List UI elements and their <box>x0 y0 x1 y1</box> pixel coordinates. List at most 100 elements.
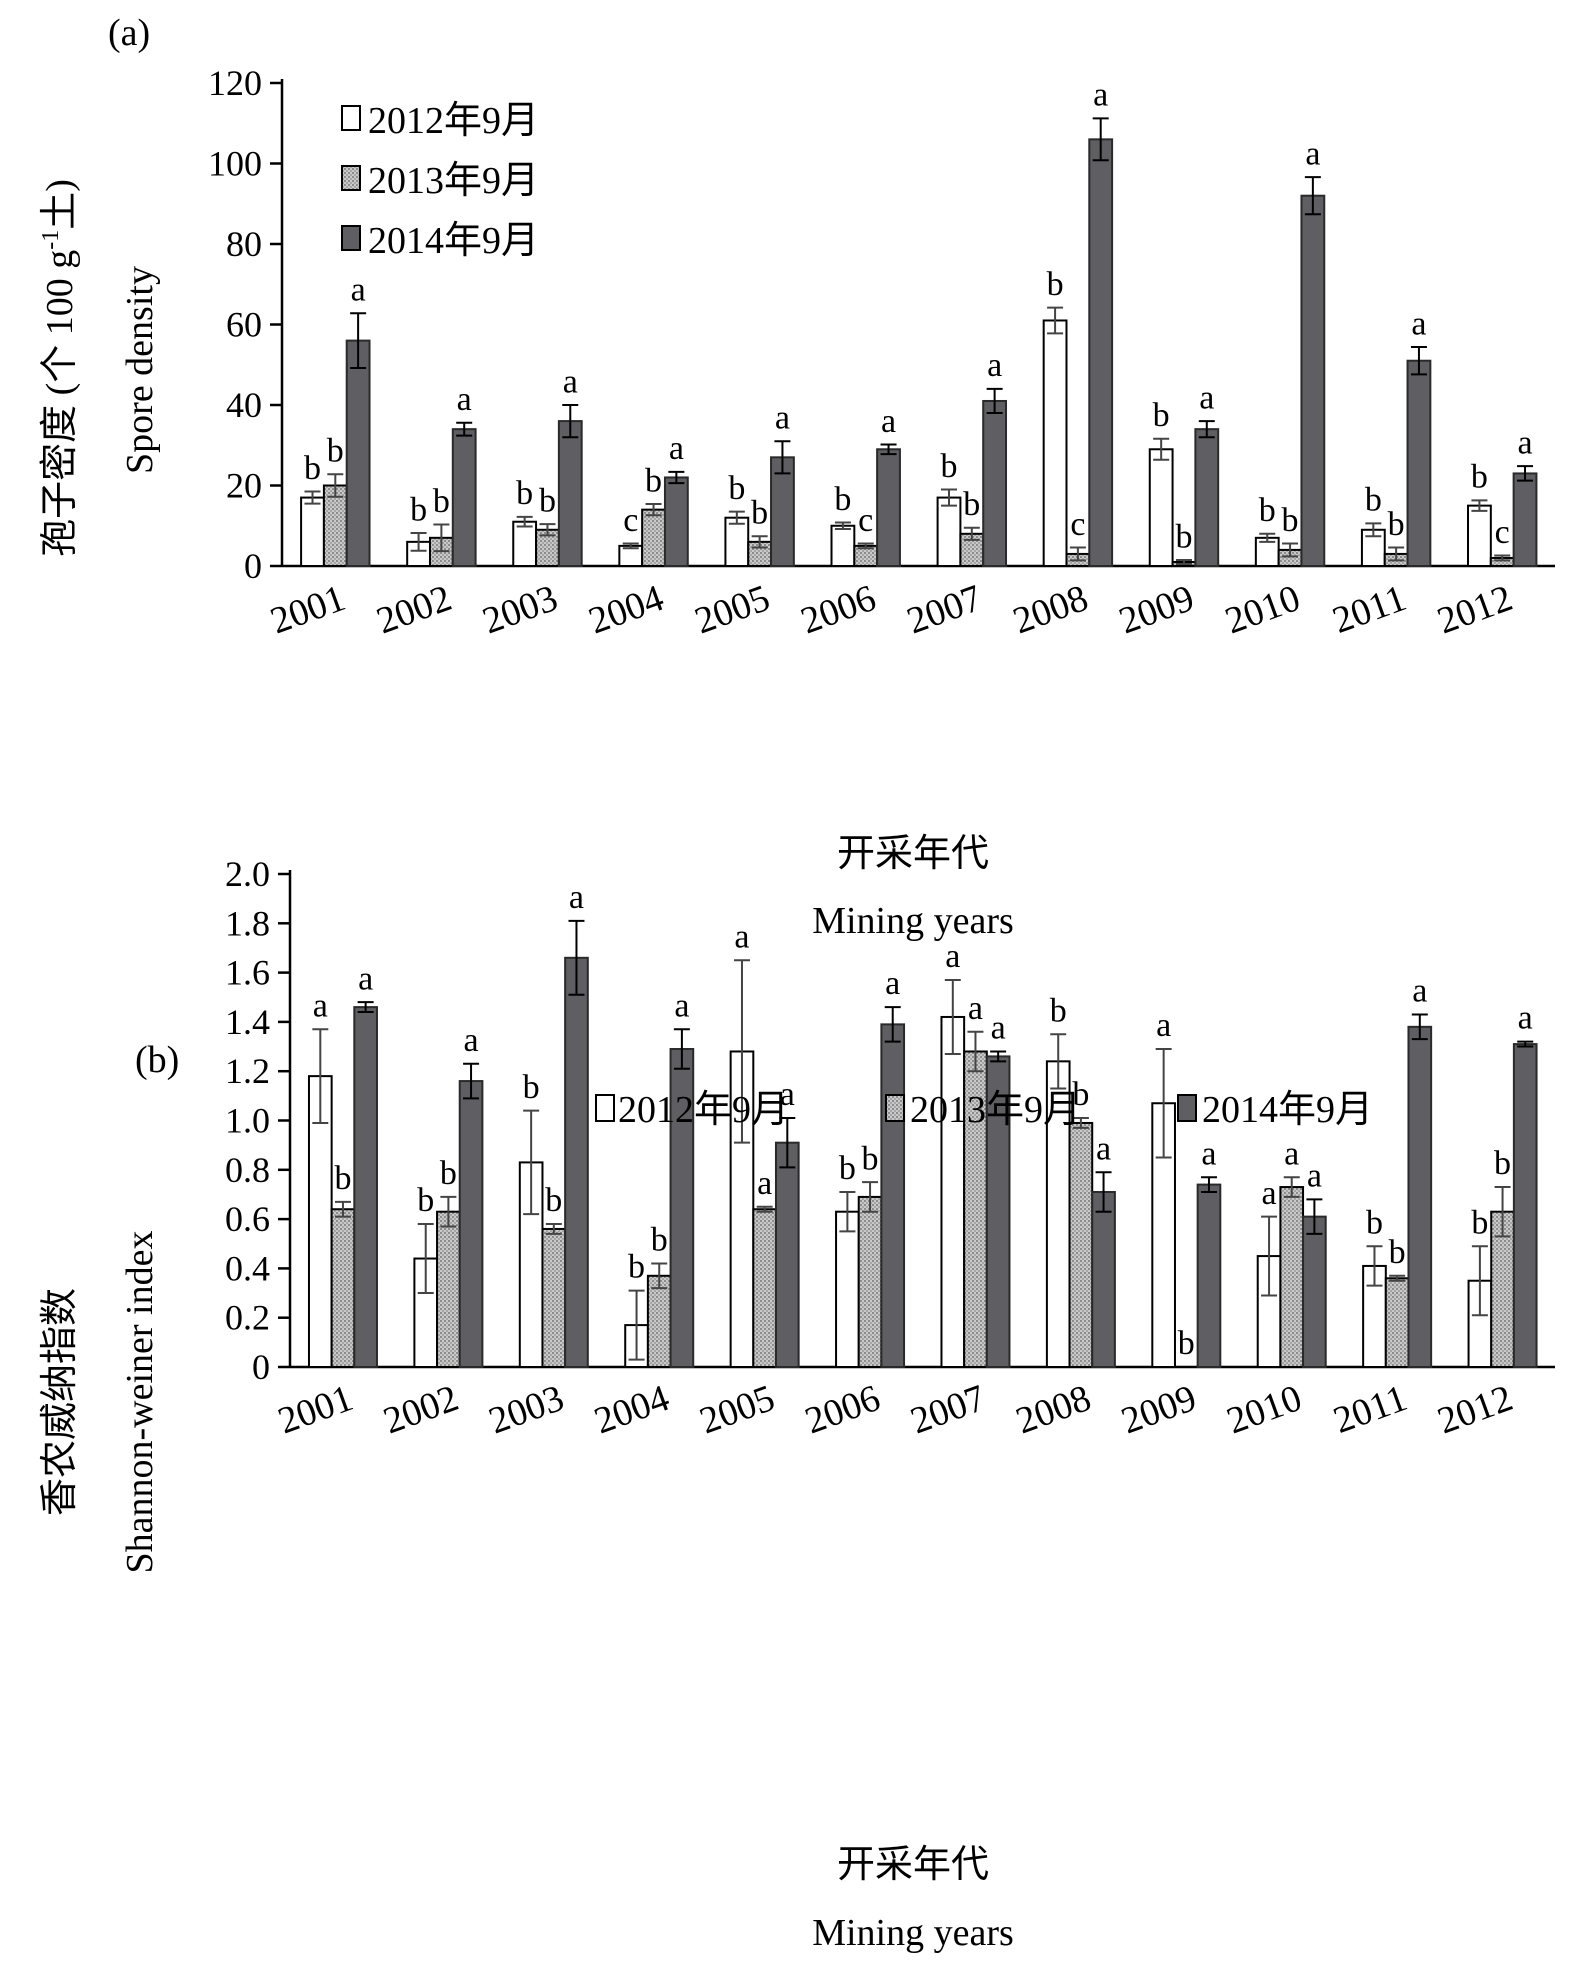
bar-2012-2008 <box>1042 319 1068 567</box>
significance-letter: b <box>751 495 768 532</box>
significance-letter: a <box>1199 379 1214 416</box>
bar-2014-2005 <box>774 1141 800 1369</box>
significance-letter: b <box>1365 482 1382 519</box>
significance-letter: b <box>417 1182 434 1219</box>
y-tick-label: 1.0 <box>225 1101 270 1141</box>
significance-letter: b <box>645 462 662 499</box>
significance-letter: b <box>440 1155 457 1192</box>
significance-letter: b <box>1072 1076 1089 1113</box>
y-tick-label: 100 <box>208 144 262 184</box>
bar-2014-2011 <box>1406 359 1432 567</box>
bar-2014-2001 <box>345 339 371 567</box>
y-tick-label: 1.4 <box>225 1002 270 1042</box>
significance-letter: b <box>940 448 957 485</box>
significance-letter: a <box>1093 77 1108 114</box>
chart-a-y-label-cn-sup: -1 <box>38 230 64 250</box>
bar-2014-2007 <box>982 399 1008 567</box>
bar-2014-2008 <box>1088 138 1114 567</box>
significance-letter: a <box>464 1022 479 1059</box>
bar-2013-2005 <box>752 1208 777 1368</box>
chart-b-y-label-en: Shannon-weiner index <box>119 1231 161 1574</box>
significance-letter: a <box>968 990 983 1027</box>
significance-letter: a <box>669 430 684 467</box>
legend-label-2013: 2013年9月 <box>368 160 539 202</box>
bar-2012-2006 <box>830 524 856 567</box>
significance-letter: b <box>628 1249 645 1286</box>
significance-letter: a <box>1262 1175 1277 1212</box>
chart-b: (b) 00.20.40.60.81.01.21.41.61.82.0 abab… <box>39 854 1555 1954</box>
legend-swatch-2012 <box>341 105 361 131</box>
chart-b-y-label-cn: 香农威纳指数 <box>39 1288 81 1516</box>
bar-2014-2010 <box>1302 1215 1327 1369</box>
legend-swatch-2013 <box>341 165 361 191</box>
significance-letter: a <box>563 363 578 400</box>
bar-2014-2004 <box>663 476 689 568</box>
chart-a-y-axis: 0 20 40 60 80 100 120 <box>208 63 1555 586</box>
significance-letter: a <box>780 1076 795 1113</box>
significance-letter: a <box>1307 1158 1322 1195</box>
significance-letter: b <box>1471 1204 1488 1241</box>
y-tick-label: 0.6 <box>225 1199 270 1239</box>
legend-label-2014: 2014年9月 <box>368 220 539 262</box>
significance-letter: b <box>1389 1234 1406 1271</box>
significance-letter: b <box>327 433 344 470</box>
chart-a-y-label-cn: 孢子密度 (个 100 g-1土) <box>38 179 81 557</box>
panel-a-label: (a) <box>108 12 150 54</box>
bar-2014-2010 <box>1300 194 1326 567</box>
legend-label-2014: 2014年9月 <box>1202 1089 1373 1131</box>
significance-letter: a <box>1412 973 1427 1010</box>
significance-letter: a <box>351 272 366 309</box>
bar-2014-2003 <box>564 956 589 1368</box>
chart-b-legend: 2012年9月 2013年9月 2014年9月 <box>595 1089 1373 1131</box>
x-tick-label: 2007 <box>905 1377 991 1442</box>
bar-2014-2006 <box>876 448 901 567</box>
y-tick-label: 40 <box>226 385 262 425</box>
significance-letter: b <box>1047 266 1064 303</box>
significance-letter: a <box>457 381 472 418</box>
significance-letter: a <box>313 987 328 1024</box>
bar-2012-2007 <box>936 496 962 568</box>
significance-letter: b <box>433 483 450 520</box>
significance-letter: a <box>775 400 790 437</box>
significance-letter: a <box>1518 1000 1533 1037</box>
x-tick-label: 2001 <box>273 1377 359 1442</box>
significance-letter: b <box>1050 992 1067 1029</box>
y-tick-label: 120 <box>208 63 262 103</box>
significance-letter: b <box>1153 397 1170 434</box>
significance-letter: b <box>651 1222 668 1259</box>
legend-swatch-2014 <box>1177 1094 1197 1122</box>
significance-letter: a <box>358 960 373 997</box>
bar-2014-2012 <box>1512 1043 1538 1368</box>
significance-letter: a <box>1201 1135 1216 1172</box>
bar-2012-2003 <box>512 520 538 567</box>
bar-2013-2006 <box>857 1195 883 1369</box>
chart-a-x-ticks: 2001 2002 2003 2004 2005 2006 2007 2008 2009 2010… <box>265 577 1518 642</box>
bar-2013-2003 <box>541 1227 567 1368</box>
significance-letter: b <box>1282 502 1299 539</box>
x-tick-label: 2006 <box>795 577 881 642</box>
y-tick-label: 2.0 <box>225 854 270 894</box>
significance-letter: b <box>334 1160 351 1197</box>
significance-letter: b <box>516 475 533 512</box>
significance-letter: b <box>862 1140 879 1177</box>
x-tick-label: 2009 <box>1116 1377 1202 1442</box>
bar-2014-2011 <box>1407 1025 1433 1368</box>
significance-letter: a <box>991 1010 1006 1047</box>
bar-2012-2001 <box>300 496 325 568</box>
bar-2012-2012 <box>1467 504 1492 567</box>
chart-b-x-label-en: Mining years <box>812 1912 1014 1954</box>
x-tick-label: 2009 <box>1114 577 1200 642</box>
significance-letter: a <box>734 918 749 955</box>
x-tick-label: 2011 <box>1327 577 1411 642</box>
significance-letter: b <box>410 491 427 528</box>
bar-2013-2004 <box>641 508 666 567</box>
significance-letter: c <box>1495 514 1510 551</box>
panel-b-label: (b) <box>135 1039 179 1081</box>
bar-2013-2011 <box>1384 1277 1410 1369</box>
significance-letter: b <box>1178 1325 1195 1362</box>
bar-2014-2002 <box>451 428 477 567</box>
y-tick-label: 0.4 <box>225 1248 270 1288</box>
